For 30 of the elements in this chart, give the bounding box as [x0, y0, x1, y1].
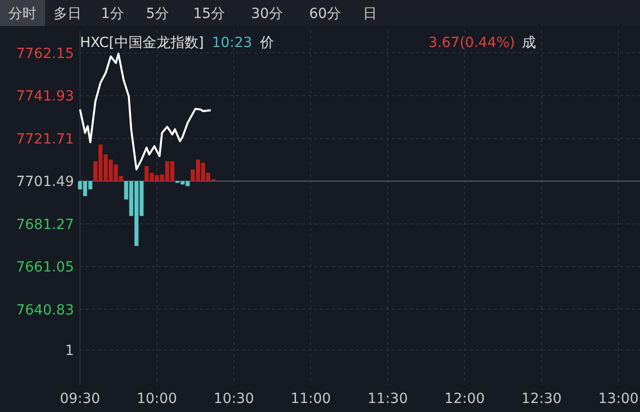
x-tick-label: 11:00: [290, 391, 331, 407]
annotation: 3.67(0.44%): [428, 35, 515, 51]
text: 1: [65, 343, 74, 359]
text: 日: [363, 6, 377, 22]
text: 5分: [146, 6, 169, 22]
y-tick-label: 7701.49: [16, 174, 74, 190]
y-tick-label: 7721.71: [16, 131, 74, 148]
x-tick-label: 12:30: [521, 391, 562, 407]
x-tick-label: 13:00: [598, 391, 639, 407]
x-tick-label: 11:30: [368, 391, 408, 407]
x-tick-label: 09:30: [60, 391, 100, 407]
annotation: 成: [522, 35, 536, 51]
text: 15分: [193, 6, 225, 22]
x-tick-label: 12:00: [444, 391, 485, 407]
y-tick-label: 7661.05: [16, 260, 74, 276]
text: 60分: [309, 6, 341, 22]
text: 分时: [8, 6, 36, 22]
chart-subtitle: 10:23: [212, 35, 252, 51]
y-tick-label: 7681.27: [16, 216, 74, 233]
text: 30分: [251, 6, 283, 22]
annotation: 价: [259, 35, 274, 51]
text: 多日: [54, 6, 82, 22]
y-tick-label: 7762.15: [16, 46, 74, 62]
y-tick-label: 7741.93: [16, 88, 74, 105]
x-tick-label: 10:30: [214, 391, 254, 407]
x-tick-label: 10:00: [136, 391, 178, 407]
y-tick-label: 7640.83: [16, 302, 74, 318]
chart-title: HXC[中国金龙指数]: [80, 35, 204, 51]
text: 1分: [101, 6, 124, 22]
line-series: [79, 52, 212, 170]
